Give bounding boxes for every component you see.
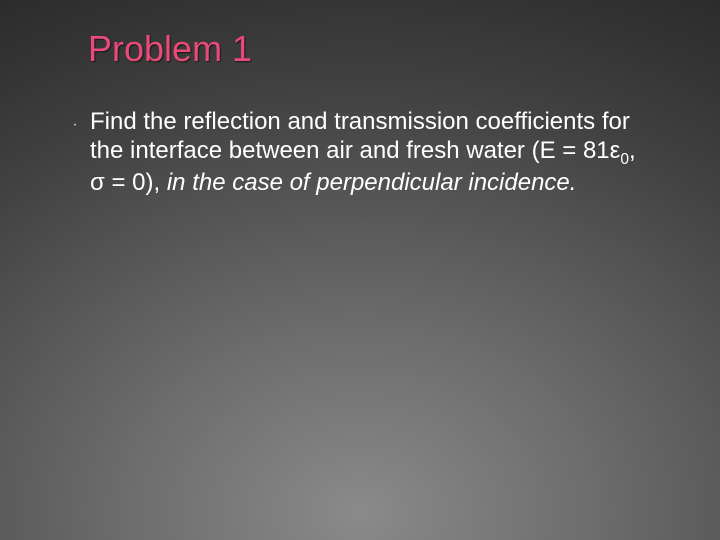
body-text-italic: in the case of perpendicular incidence. xyxy=(167,169,577,196)
body-text-plain: Find the reflection and transmission coe… xyxy=(90,108,630,164)
slide-title: Problem 1 xyxy=(88,28,660,70)
body-row: · Find the reflection and transmission c… xyxy=(60,108,660,198)
bullet-dot-icon: · xyxy=(60,108,90,139)
slide: Problem 1 · Find the reflection and tran… xyxy=(0,0,720,540)
body-text: Find the reflection and transmission coe… xyxy=(90,108,650,198)
body-text-subscript: 0 xyxy=(620,151,629,168)
